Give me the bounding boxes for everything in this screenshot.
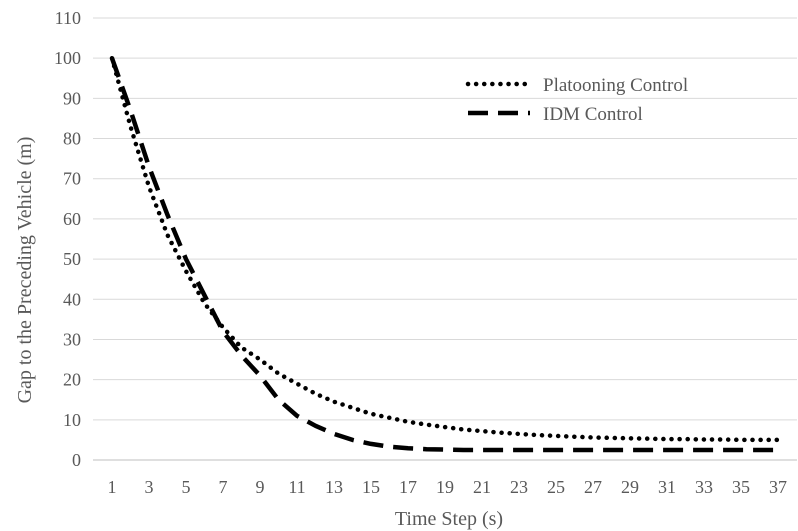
x-tick-label: 35 — [732, 477, 750, 497]
x-tick-label: 25 — [547, 477, 565, 497]
y-tick-label: 110 — [55, 8, 81, 28]
y-tick-label: 50 — [63, 249, 81, 269]
y-tick-label: 30 — [63, 329, 81, 349]
y-tick-label: 100 — [54, 48, 81, 68]
x-axis-title: Time Step (s) — [395, 508, 503, 530]
x-tick-label: 3 — [145, 477, 154, 497]
y-tick-label: 10 — [63, 410, 81, 430]
x-tick-label: 13 — [325, 477, 343, 497]
x-tick-label: 37 — [769, 477, 787, 497]
x-tick-label: 19 — [436, 477, 454, 497]
legend-label-platooning: Platooning Control — [543, 75, 688, 96]
x-tick-label: 31 — [658, 477, 676, 497]
x-tick-label: 9 — [256, 477, 265, 497]
y-tick-label: 90 — [63, 88, 81, 108]
x-tick-label: 29 — [621, 477, 639, 497]
y-tick-label: 60 — [63, 209, 81, 229]
x-tick-label: 21 — [473, 477, 491, 497]
x-tick-label: 23 — [510, 477, 528, 497]
x-tick-label: 33 — [695, 477, 713, 497]
series-line-platooning — [109, 55, 781, 443]
gridlines — [93, 17, 797, 421]
y-tick-label: 70 — [63, 169, 81, 189]
y-tick-label: 40 — [63, 289, 81, 309]
x-tick-label: 1 — [108, 477, 117, 497]
y-tick-label: 20 — [63, 370, 81, 390]
y-axis-ticks: 0 10 20 30 40 50 60 70 80 90 100 110 — [54, 8, 81, 470]
x-axis-ticks: 1 3 5 7 9 11 13 15 17 19 21 23 25 27 29 31 33 35 37 — [108, 477, 788, 497]
x-tick-label: 7 — [219, 477, 228, 497]
y-tick-label: 80 — [63, 129, 81, 149]
x-tick-label: 5 — [182, 477, 191, 497]
series-lines — [109, 55, 781, 453]
x-tick-label: 17 — [399, 477, 417, 497]
x-tick-label: 27 — [584, 477, 602, 497]
x-tick-label: 15 — [362, 477, 380, 497]
legend-label-idm: IDM Control — [543, 104, 643, 125]
legend: Platooning Control IDM Control — [465, 75, 688, 125]
y-tick-label: 0 — [72, 450, 81, 470]
x-tick-label: 11 — [288, 477, 305, 497]
series-line-idm — [109, 57, 778, 453]
y-axis-title: Gap to the Preceding Vehicle (m) — [14, 137, 36, 404]
